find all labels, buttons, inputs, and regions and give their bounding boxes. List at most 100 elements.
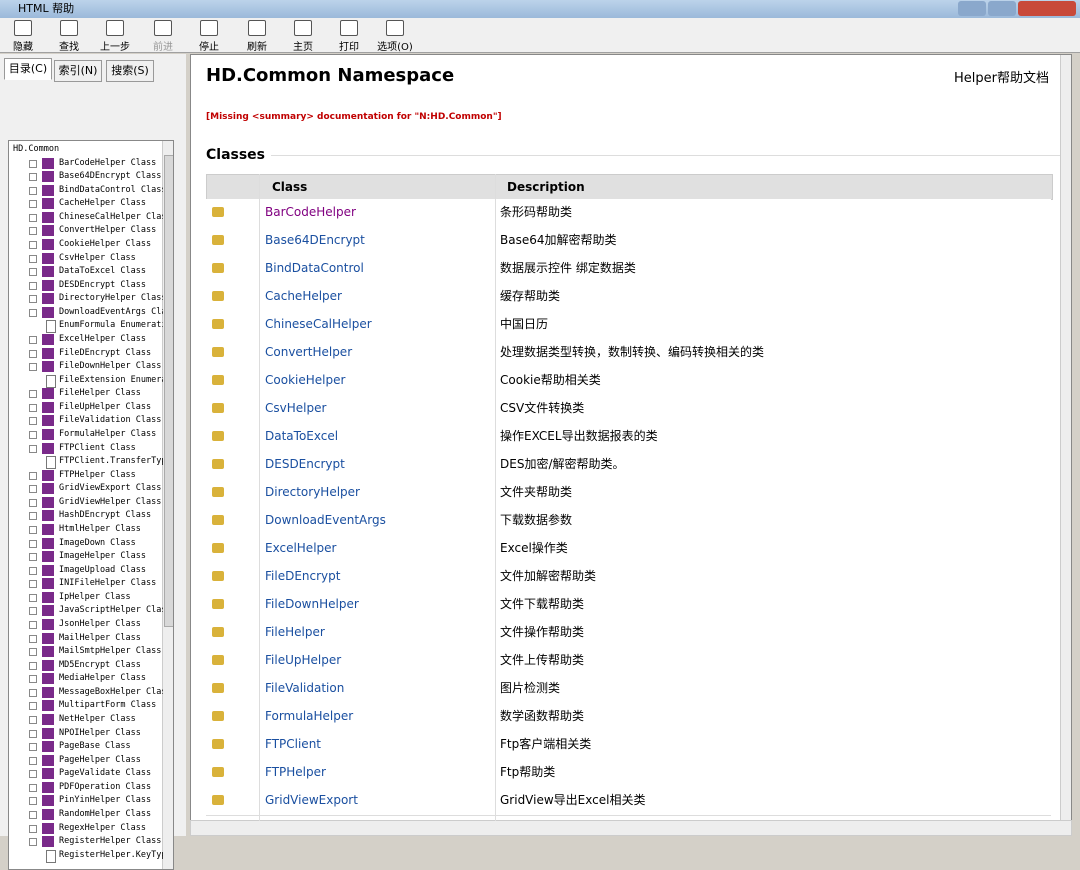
h-scrollbar[interactable] [190, 820, 1072, 836]
expander[interactable] [29, 783, 37, 792]
class-link[interactable]: DESDEncrypt [265, 457, 345, 471]
expander[interactable] [29, 281, 37, 290]
class-link[interactable]: CsvHelper [265, 401, 327, 415]
tree-item[interactable]: BindDataControl Class [59, 184, 163, 195]
tree-item[interactable]: FileHelper Class [59, 388, 141, 399]
expander[interactable] [29, 607, 37, 616]
class-link[interactable]: CookieHelper [265, 373, 346, 387]
class-link[interactable]: DataToExcel [265, 429, 339, 443]
expander[interactable] [29, 620, 37, 629]
expander[interactable] [29, 173, 37, 182]
tree-item[interactable]: PageBase Class [59, 741, 131, 752]
expander[interactable] [29, 444, 37, 453]
class-link[interactable]: CacheHelper [265, 289, 342, 303]
tree-item[interactable]: IpHelper Class [59, 591, 131, 602]
expander[interactable] [29, 241, 37, 250]
toolbar-button[interactable]: 刷新 [235, 20, 279, 53]
expander[interactable] [29, 213, 37, 222]
class-link[interactable]: FTPClient [265, 737, 321, 751]
class-link[interactable]: FileUpHelper [265, 653, 342, 667]
tree-item[interactable]: EnumFormula Enumeration [59, 320, 163, 331]
toolbar-button[interactable]: 查找 [47, 20, 91, 53]
expander[interactable] [29, 159, 37, 168]
class-link[interactable]: BarCodeHelper [265, 205, 356, 219]
tree-item[interactable]: FTPClient.TransferType Enumeration [59, 456, 163, 467]
tree-item[interactable]: PinYinHelper Class [59, 795, 152, 806]
tree-item[interactable]: Base64DEncrypt Class [59, 171, 162, 182]
tab[interactable]: 目录(C) [4, 58, 52, 80]
class-link[interactable]: BindDataControl [265, 261, 364, 275]
tree-item[interactable]: NPOIHelper Class [59, 727, 141, 738]
scrollbar[interactable] [1060, 55, 1071, 821]
tree-item[interactable]: FTPClient Class [59, 442, 136, 453]
tree-item[interactable]: MailHelper Class [59, 632, 141, 643]
expander[interactable] [29, 539, 37, 548]
class-link[interactable]: DownloadEventArgs [265, 513, 386, 527]
tree-item[interactable]: BarCodeHelper Class [59, 157, 157, 168]
class-link[interactable]: ChineseCalHelper [265, 317, 372, 331]
class-link[interactable]: FileHelper [265, 625, 325, 639]
expander[interactable] [29, 648, 37, 657]
toolbar-button[interactable]: 隐藏 [1, 20, 45, 53]
expander[interactable] [29, 580, 37, 589]
tree-item[interactable]: CookieHelper Class [59, 239, 152, 250]
tree-item[interactable]: ExcelHelper Class [59, 334, 146, 344]
expander[interactable] [29, 743, 37, 752]
tree-item[interactable]: FileValidation Class [59, 415, 162, 426]
toolbar-button[interactable]: 上一步 [93, 20, 137, 53]
class-link[interactable]: FormulaHelper [265, 709, 354, 723]
tree-item[interactable]: ImageUpload Class [59, 564, 146, 575]
tree-item[interactable]: HtmlHelper Class [59, 523, 141, 534]
scrollbar[interactable] [162, 141, 173, 869]
expander[interactable] [29, 770, 37, 779]
expander[interactable] [29, 838, 37, 847]
toolbar-button[interactable]: 停止 [187, 20, 231, 53]
expander[interactable] [29, 661, 37, 670]
expander[interactable] [29, 403, 37, 412]
tree-item[interactable]: PageValidate Class [59, 768, 152, 779]
tree-item[interactable]: MessageBoxHelper Class [59, 686, 163, 697]
expander[interactable] [29, 349, 37, 358]
tree-item[interactable]: MultipartForm Class [59, 700, 157, 711]
expander[interactable] [29, 431, 37, 439]
expander[interactable] [29, 390, 37, 399]
class-link[interactable]: FileValidation [265, 681, 345, 695]
expander[interactable] [29, 268, 37, 277]
expander[interactable] [29, 485, 37, 494]
tree-item[interactable]: DESDEncrypt Class [59, 279, 146, 290]
expander[interactable] [29, 566, 37, 575]
tree-item[interactable]: DirectoryHelper Class [59, 293, 163, 304]
expander[interactable] [29, 295, 37, 304]
expander[interactable] [29, 308, 37, 317]
expander[interactable] [29, 553, 37, 562]
tab[interactable]: 索引(N) [54, 60, 102, 82]
expander[interactable] [29, 186, 37, 195]
expander[interactable] [29, 675, 37, 684]
tree-item[interactable]: JsonHelper Class [59, 618, 141, 629]
tree-item[interactable]: RandomHelper Class [59, 808, 152, 819]
tree-item[interactable]: DataToExcel Class [59, 266, 146, 277]
expander[interactable] [29, 227, 37, 236]
tree-item[interactable]: ChineseCalHelper Class [59, 211, 163, 222]
tree-item[interactable]: FileDEncrypt Class [59, 347, 152, 358]
expander[interactable] [29, 200, 37, 209]
expander[interactable] [29, 471, 37, 480]
tree-item[interactable]: INIFileHelper Class [59, 578, 157, 589]
class-link[interactable]: FTPHelper [265, 765, 326, 779]
tree-item[interactable]: FormulaHelper Class [59, 429, 157, 439]
tree-item[interactable]: FTPHelper Class [59, 469, 136, 480]
toolbar-button[interactable]: 选项(O) [373, 20, 417, 53]
window-controls[interactable] [958, 1, 1076, 16]
tree-item[interactable]: ImageHelper Class [59, 551, 146, 562]
tree-item[interactable]: PDFOperation Class [59, 781, 152, 792]
tree-item[interactable]: GridViewHelper Class [59, 496, 162, 507]
toolbar-button[interactable]: 前进 [141, 20, 185, 53]
tree-item[interactable]: RegisterHelper.KeyType Enumeration [59, 849, 163, 860]
tree-item[interactable]: NetHelper Class [59, 713, 136, 724]
tree-item[interactable]: RegisterHelper Class [59, 836, 162, 847]
expander[interactable] [29, 702, 37, 711]
tree-item[interactable]: MediaHelper Class [59, 673, 146, 684]
expander[interactable] [29, 512, 37, 521]
tree-item[interactable]: MailSmtpHelper Class [59, 646, 162, 657]
expander[interactable] [29, 810, 37, 819]
